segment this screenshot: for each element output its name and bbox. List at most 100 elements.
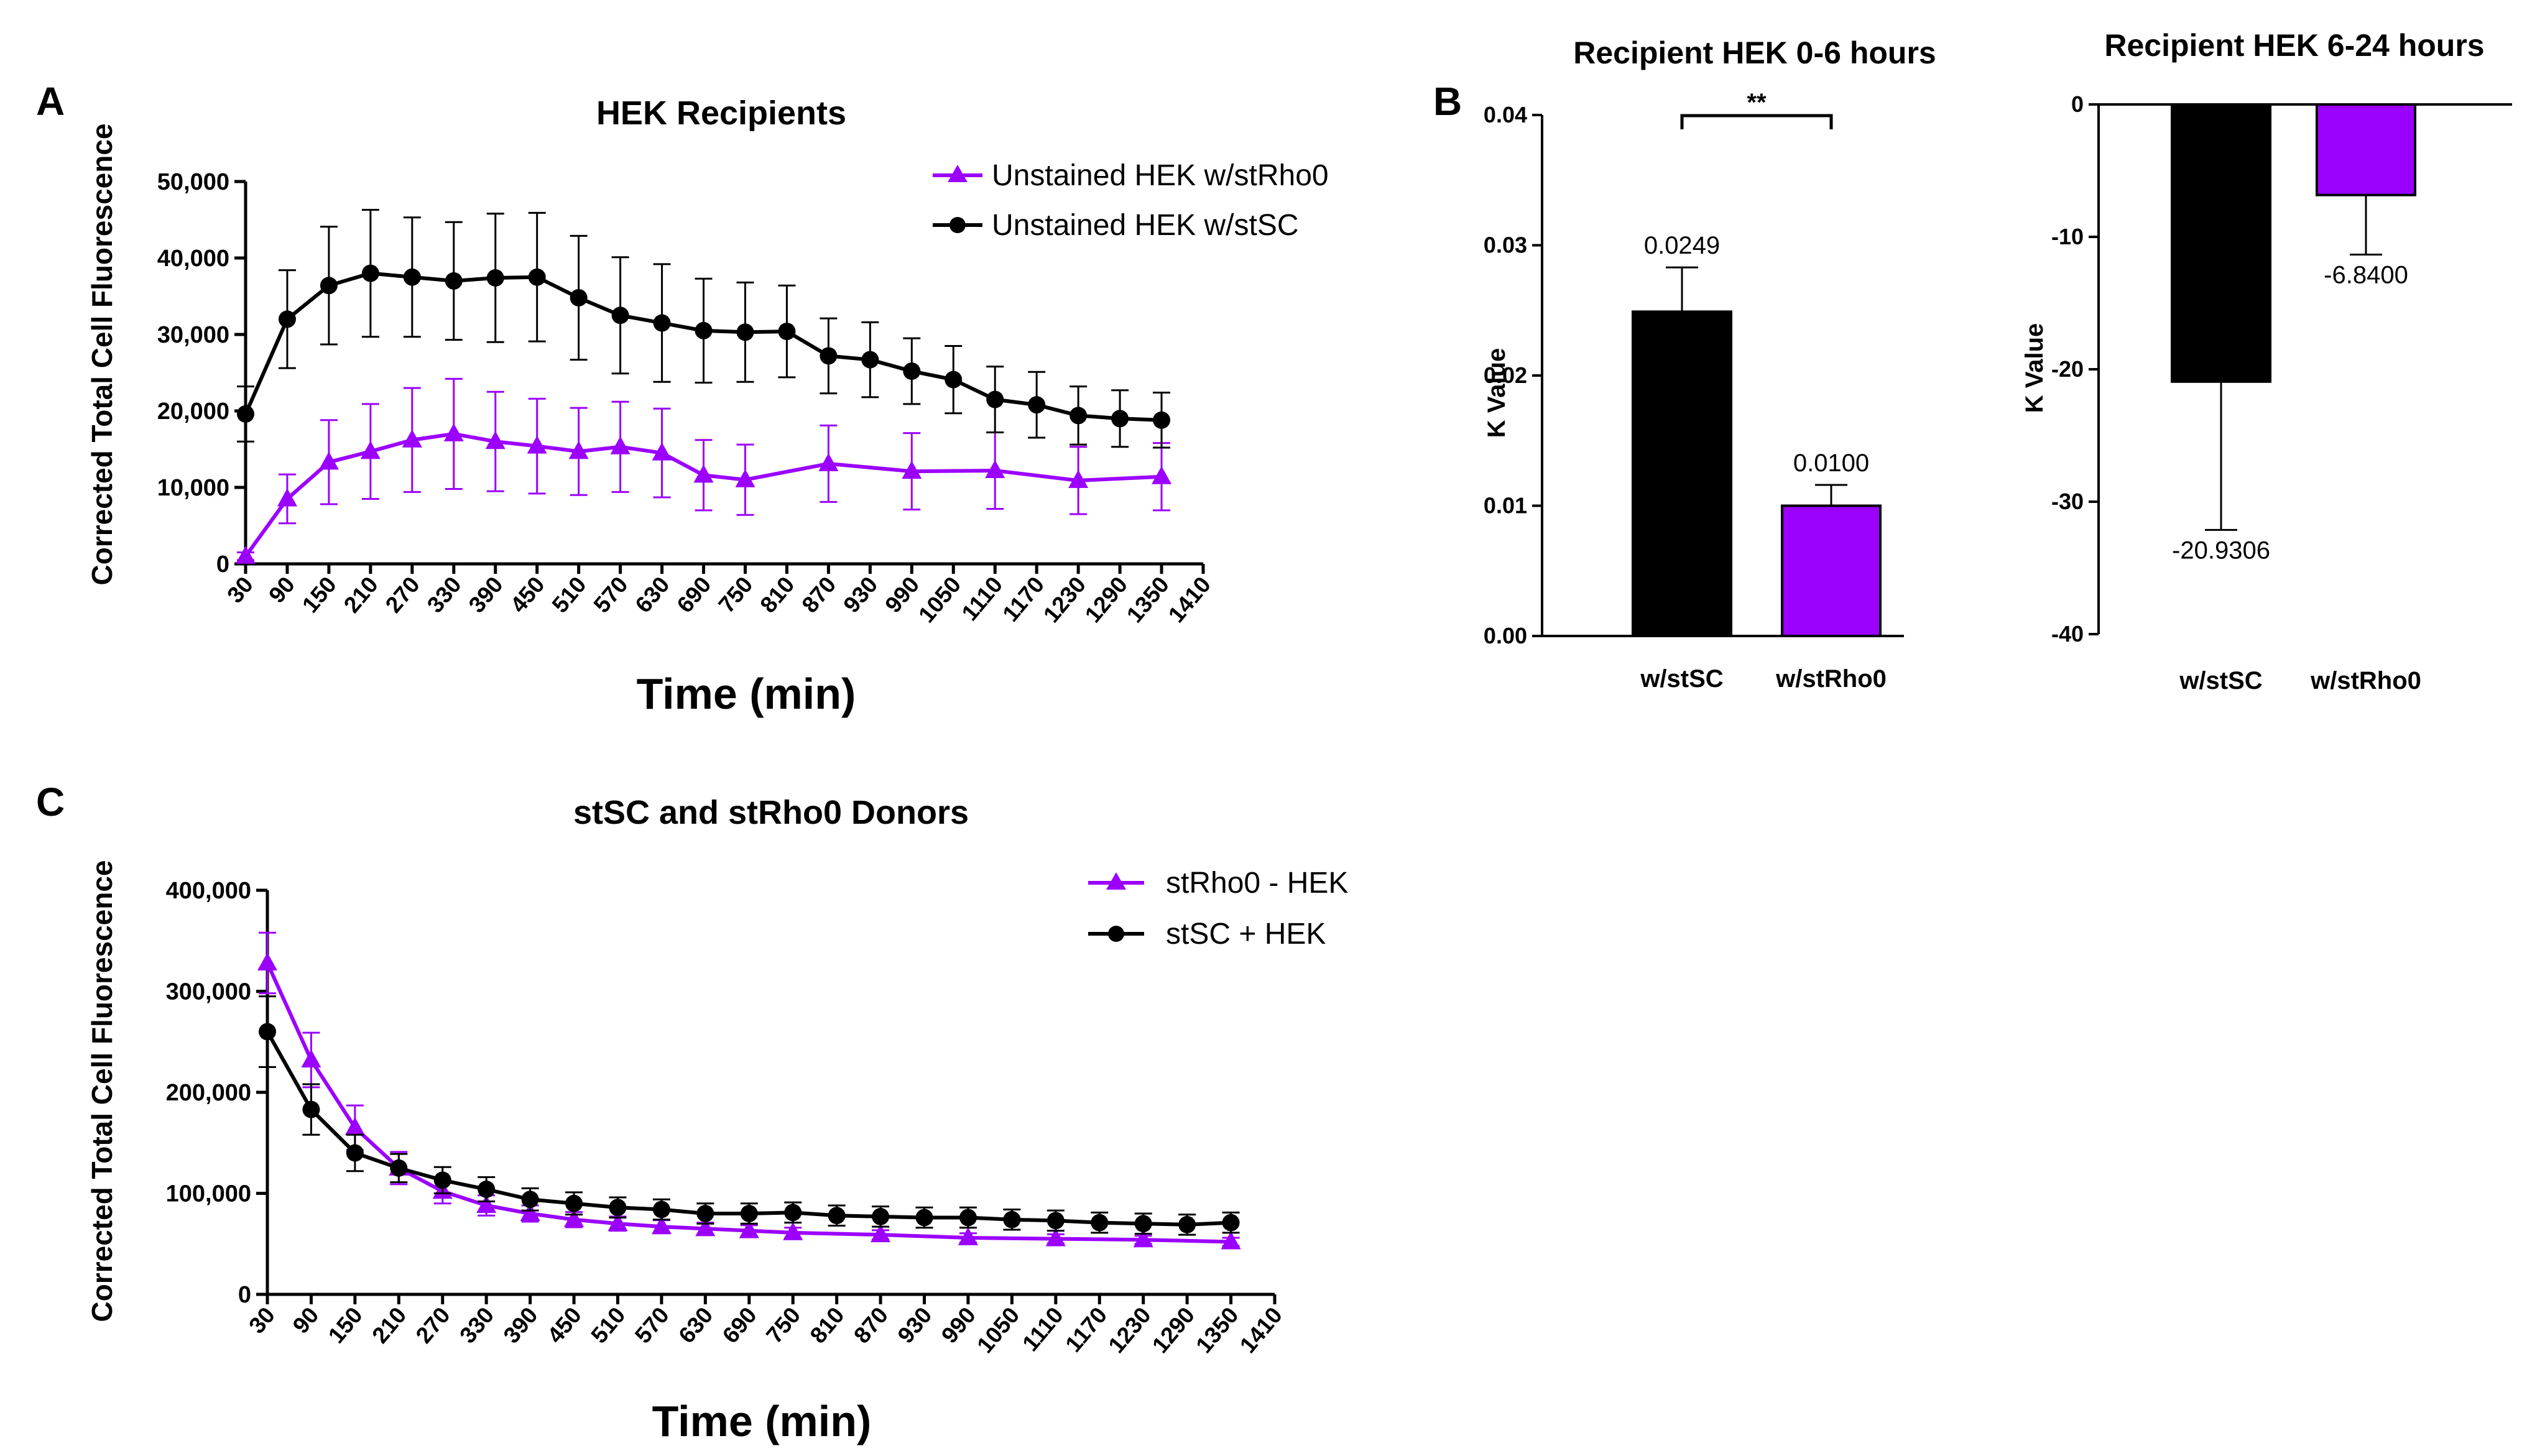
panel-b1-y-tick-label: 0.02: [1484, 362, 1527, 388]
panel-a-x-tick-label: 390: [464, 572, 508, 618]
data-point: [818, 453, 839, 471]
data-point: [778, 323, 796, 341]
panel-b1-y-tick-label: 0.01: [1484, 493, 1527, 518]
panel-a-x-tick-label: 750: [714, 572, 758, 618]
panel-c-legend: stRho0 - HEK stSC + HEK: [1088, 867, 1348, 951]
panel-b2-value-label: -20.9306: [2172, 537, 2270, 564]
data-point: [1134, 1215, 1152, 1233]
data-point: [1046, 1212, 1065, 1230]
panel-c-x-tick-label: 630: [673, 1302, 718, 1348]
data-point: [653, 314, 671, 332]
data-point: [652, 1200, 670, 1219]
data-point: [783, 1222, 803, 1240]
legend-stsc-label: Unstained HEK w/stSC: [992, 209, 1299, 242]
panel-label-a: A: [36, 79, 65, 124]
data-point: [318, 451, 339, 470]
panel-c-x-tick-label: 390: [499, 1302, 543, 1348]
panel-c-x-tick-label: 1110: [1017, 1302, 1068, 1356]
panel-c-x-label: Time (min): [652, 1397, 872, 1445]
data-point: [565, 1194, 583, 1212]
panel-b1-value-label: 0.0100: [1793, 449, 1869, 477]
panel-c-series-circle: [259, 995, 1240, 1236]
data-point: [1221, 1231, 1241, 1250]
panel-c-x-tick-label: 870: [849, 1302, 893, 1348]
panel-b1-y-tick-label: 0.04: [1484, 102, 1527, 127]
panel-b2-category-label: w/stSC: [2179, 667, 2262, 694]
data-point: [1178, 1215, 1196, 1233]
panel-a-x-tick-label: 210: [339, 572, 383, 618]
legend-rho0-label: Unstained HEK w/stRho0: [992, 159, 1329, 192]
panel-b1-plot: 0.00 0.01 0.02 0.03 0.04 0.0249 w/stSC 0.0100 w/…: [1484, 102, 1904, 693]
data-point: [903, 362, 921, 380]
panel-b2-y-tick-label: -10: [2051, 224, 2084, 249]
panel-c-x-tick-label: 930: [893, 1302, 937, 1348]
data-point: [402, 429, 422, 448]
data-point: [784, 1204, 802, 1222]
panel-b2-title: Recipient HEK 6-24 hours: [2104, 28, 2484, 63]
panel-b1-category-label: w/stRho0: [1775, 665, 1887, 693]
legend-stsc-hek-marker: [1108, 926, 1124, 942]
data-point: [237, 405, 254, 423]
panel-a-x-tick-label: 930: [838, 572, 882, 618]
data-point: [1133, 1229, 1153, 1248]
panel-c-y-tick-label: 300,000: [166, 979, 251, 1005]
data-point: [478, 1181, 496, 1198]
panel-a-legend: Unstained HEK w/stRho0 Unstained HEK w/s…: [933, 159, 1329, 242]
data-point: [390, 1159, 408, 1177]
data-point: [652, 442, 672, 461]
data-point: [611, 306, 629, 325]
panel-a-x-tick-label: 1050: [913, 572, 966, 627]
data-point: [361, 264, 379, 282]
panel-a-y-tick-label: 30,000: [157, 322, 229, 348]
panel-a-x-tick-label: 630: [631, 572, 675, 618]
panel-c-x-tick-label: 510: [586, 1302, 631, 1348]
data-point: [1045, 1228, 1066, 1246]
panel-c-x-tick-label: 270: [411, 1302, 455, 1348]
data-point: [570, 288, 588, 306]
data-point: [610, 436, 631, 454]
panel-c-x-tick-label: 1050: [972, 1302, 1024, 1358]
significance-stars: **: [1747, 89, 1767, 116]
panel-c-y-label: Corrected Total Cell Fluorescence: [86, 860, 118, 1322]
panel-b2-bar: [2171, 103, 2271, 383]
data-point: [527, 435, 547, 454]
data-point: [735, 469, 755, 487]
data-point: [871, 1224, 891, 1243]
data-point: [986, 390, 1004, 408]
data-point: [433, 1171, 451, 1189]
legend-stsc-marker: [949, 217, 966, 233]
legend-rho0-marker: [948, 165, 968, 182]
panel-b2-y-label: K Value: [2021, 323, 2048, 413]
data-point: [568, 441, 589, 459]
panel-b1-bar: [1632, 310, 1732, 638]
panel-c-y-tick-label: 200,000: [166, 1080, 251, 1106]
series-line: [244, 431, 1162, 558]
panel-b2-y-tick-label: -20: [2051, 356, 2084, 382]
panel-c-x-tick-label: 1170: [1060, 1302, 1112, 1357]
panel-c-x-tick-label: 690: [718, 1302, 762, 1348]
panel-a-y-tick-label: 10,000: [157, 475, 229, 501]
panel-a-x-tick-label: 1170: [997, 572, 1049, 627]
series-line: [266, 1031, 1231, 1227]
data-point: [301, 1049, 321, 1067]
panel-c-y-tick-label: 400,000: [166, 878, 251, 904]
data-point: [528, 268, 546, 286]
panel-a-y-tick-label: 0: [216, 551, 229, 578]
panel-c-x-tick-label: 1230: [1104, 1302, 1156, 1358]
panel-label-c: C: [36, 780, 65, 824]
panel-b1-y-label: K Value: [1483, 348, 1510, 438]
data-point: [959, 1209, 977, 1227]
data-point: [695, 1218, 716, 1237]
data-point: [820, 347, 838, 365]
panel-a-series-triangle: [236, 377, 1172, 564]
legend-strho0-label: stRho0 - HEK: [1166, 867, 1348, 900]
panel-b1-significance: **: [1680, 89, 1833, 129]
data-point: [1153, 411, 1171, 429]
data-point: [277, 488, 297, 507]
panel-c-x-tick-label: 1350: [1191, 1302, 1243, 1358]
legend-strho0-marker: [1106, 872, 1126, 890]
panel-a-x-tick-label: 330: [422, 572, 466, 618]
panel-b1-title: Recipient HEK 0-6 hours: [1573, 35, 1936, 70]
panel-a-x-tick-label: 1350: [1122, 572, 1174, 627]
